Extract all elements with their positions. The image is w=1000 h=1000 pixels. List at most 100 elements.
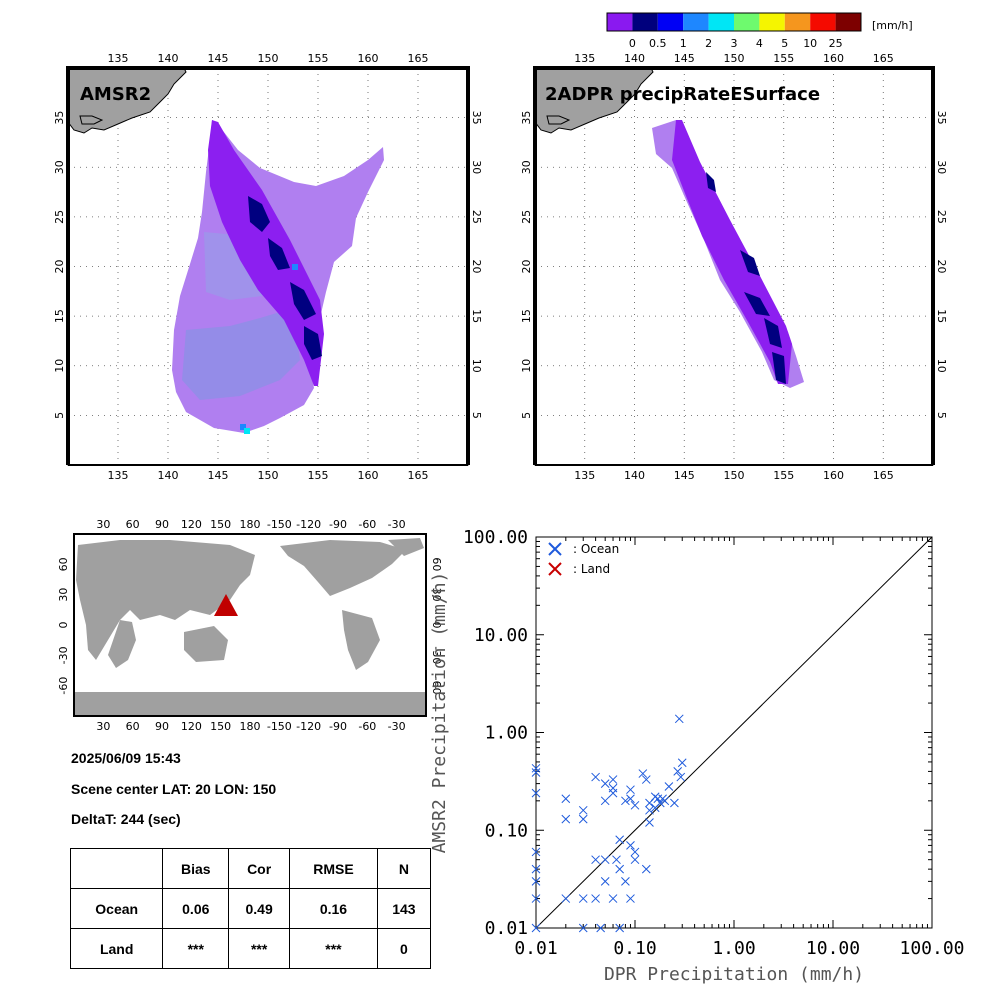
lat-tick-right: 25 [935, 210, 948, 224]
table-cell: *** [228, 928, 291, 969]
data-point [578, 923, 588, 933]
data-point [561, 794, 571, 804]
colorbar-swatch [708, 13, 734, 31]
data-point [630, 855, 640, 865]
table-header-cell: RMSE [289, 848, 378, 889]
world-lat-tick-right: 30 [430, 588, 443, 602]
data-point [578, 814, 588, 824]
world-lon-tick-top: -150 [267, 518, 292, 531]
colorbar-swatch [835, 13, 861, 31]
y-tick-label: 0.01 [485, 918, 528, 939]
world-lat-tick-right: -30 [430, 646, 443, 664]
lat-tick-right: 20 [470, 260, 483, 274]
data-point [600, 877, 610, 886]
eurasia-africa-landmass [76, 540, 255, 660]
world-lon-tick-top: 120 [181, 518, 202, 531]
lon-tick-top: 145 [208, 52, 229, 65]
world-lon-tick-bottom: -30 [388, 720, 406, 733]
lat-tick-left: 35 [53, 111, 66, 125]
lat-tick-left: 10 [520, 359, 533, 373]
colorbar-swatch [632, 13, 658, 31]
world-lon-tick-bottom: -90 [329, 720, 347, 733]
data-point [561, 814, 571, 824]
colorbar-label: 2 [705, 37, 712, 50]
data-point [660, 796, 670, 806]
data-point [626, 785, 635, 795]
y-tick-label: 1.00 [485, 723, 528, 744]
x-tick-label: 0.10 [613, 938, 656, 959]
lon-tick-bottom: 150 [258, 469, 279, 482]
amsr2-map-panel: 1351351401401451451501501551551601601651… [53, 52, 483, 482]
colorbar-label: 0 [629, 37, 636, 50]
japan-island [79, 115, 104, 125]
data-point [531, 894, 541, 903]
world-lon-tick-top: -90 [329, 518, 347, 531]
lat-tick-left: 30 [520, 160, 533, 174]
data-point [578, 894, 588, 903]
data-point [608, 788, 618, 798]
y-tick-label: 10.00 [474, 625, 528, 646]
legend-label: : Land [573, 562, 610, 576]
table-header-row: Bias Cor RMSE N [69, 848, 432, 889]
dpr-overlap-band [208, 120, 324, 386]
lon-tick-bottom: 160 [823, 469, 844, 482]
lon-tick-bottom: 145 [674, 469, 695, 482]
scatter-plot: 0.010.01 0.10 0.10 1.00 1.00 10.00 10.00 100.00… [429, 527, 965, 985]
colorbar-label: 5 [781, 37, 788, 50]
south-america [342, 610, 380, 670]
world-lat-tick-left: -60 [57, 677, 70, 695]
japan-island [546, 115, 571, 125]
lon-tick-top: 165 [873, 52, 894, 65]
world-lat-tick-left: 0 [57, 622, 70, 629]
data-point [531, 923, 541, 933]
lat-tick-right: 35 [935, 111, 948, 125]
data-point [626, 841, 635, 850]
table-cell: Ocean [69, 888, 164, 929]
data-point [664, 782, 674, 791]
table-cell: 0.49 [228, 888, 291, 929]
data-point [621, 877, 630, 886]
data-point [600, 796, 610, 806]
lon-tick-bottom: 155 [308, 469, 329, 482]
lon-tick-top: 155 [308, 52, 329, 65]
x-tick-label: 1.00 [712, 938, 755, 959]
map-frame-right [931, 66, 935, 465]
table-header-cell: Bias [162, 848, 230, 889]
lat-tick-right: 15 [470, 309, 483, 323]
lat-tick-left: 20 [520, 260, 533, 274]
y-axis-label: AMSR2 Precipitation (mm/h) [429, 572, 450, 854]
world-map-frame [73, 533, 427, 717]
australia [184, 626, 228, 662]
lat-tick-right: 30 [470, 160, 483, 174]
data-point [670, 798, 679, 808]
world-lon-tick-bottom: 90 [155, 720, 169, 733]
data-point [641, 775, 651, 784]
world-lat-tick-left: 30 [57, 588, 70, 602]
data-point [626, 894, 635, 903]
legend-label: : Ocean [573, 542, 619, 556]
lat-tick-right: 15 [935, 309, 948, 323]
lon-tick-bottom: 140 [158, 469, 179, 482]
table-header-cell: Cor [228, 848, 291, 889]
lat-tick-left: 35 [520, 111, 533, 125]
data-point [561, 894, 571, 903]
data-point [531, 847, 541, 857]
table-row: Ocean 0.06 0.49 0.16 143 [69, 888, 432, 929]
lon-tick-top: 135 [574, 52, 595, 65]
amsr2-heavy-cells [248, 196, 322, 360]
lon-tick-bottom: 155 [773, 469, 794, 482]
data-point [630, 800, 640, 810]
table-cell: 143 [376, 888, 432, 929]
world-lat-tick-right: -60 [430, 677, 443, 695]
amsr2-cell-blue [292, 264, 298, 270]
lon-tick-top: 160 [823, 52, 844, 65]
colorbar-label: 25 [829, 37, 843, 50]
lon-tick-top: 140 [158, 52, 179, 65]
table-cell: 0.16 [289, 888, 378, 929]
data-point [638, 769, 648, 778]
x-tick-label: 100.00 [899, 938, 964, 959]
world-lon-tick-bottom: 180 [240, 720, 261, 733]
world-lat-tick-left: 60 [57, 557, 70, 571]
world-lon-tick-top: 90 [155, 518, 169, 531]
lon-tick-top: 145 [674, 52, 695, 65]
